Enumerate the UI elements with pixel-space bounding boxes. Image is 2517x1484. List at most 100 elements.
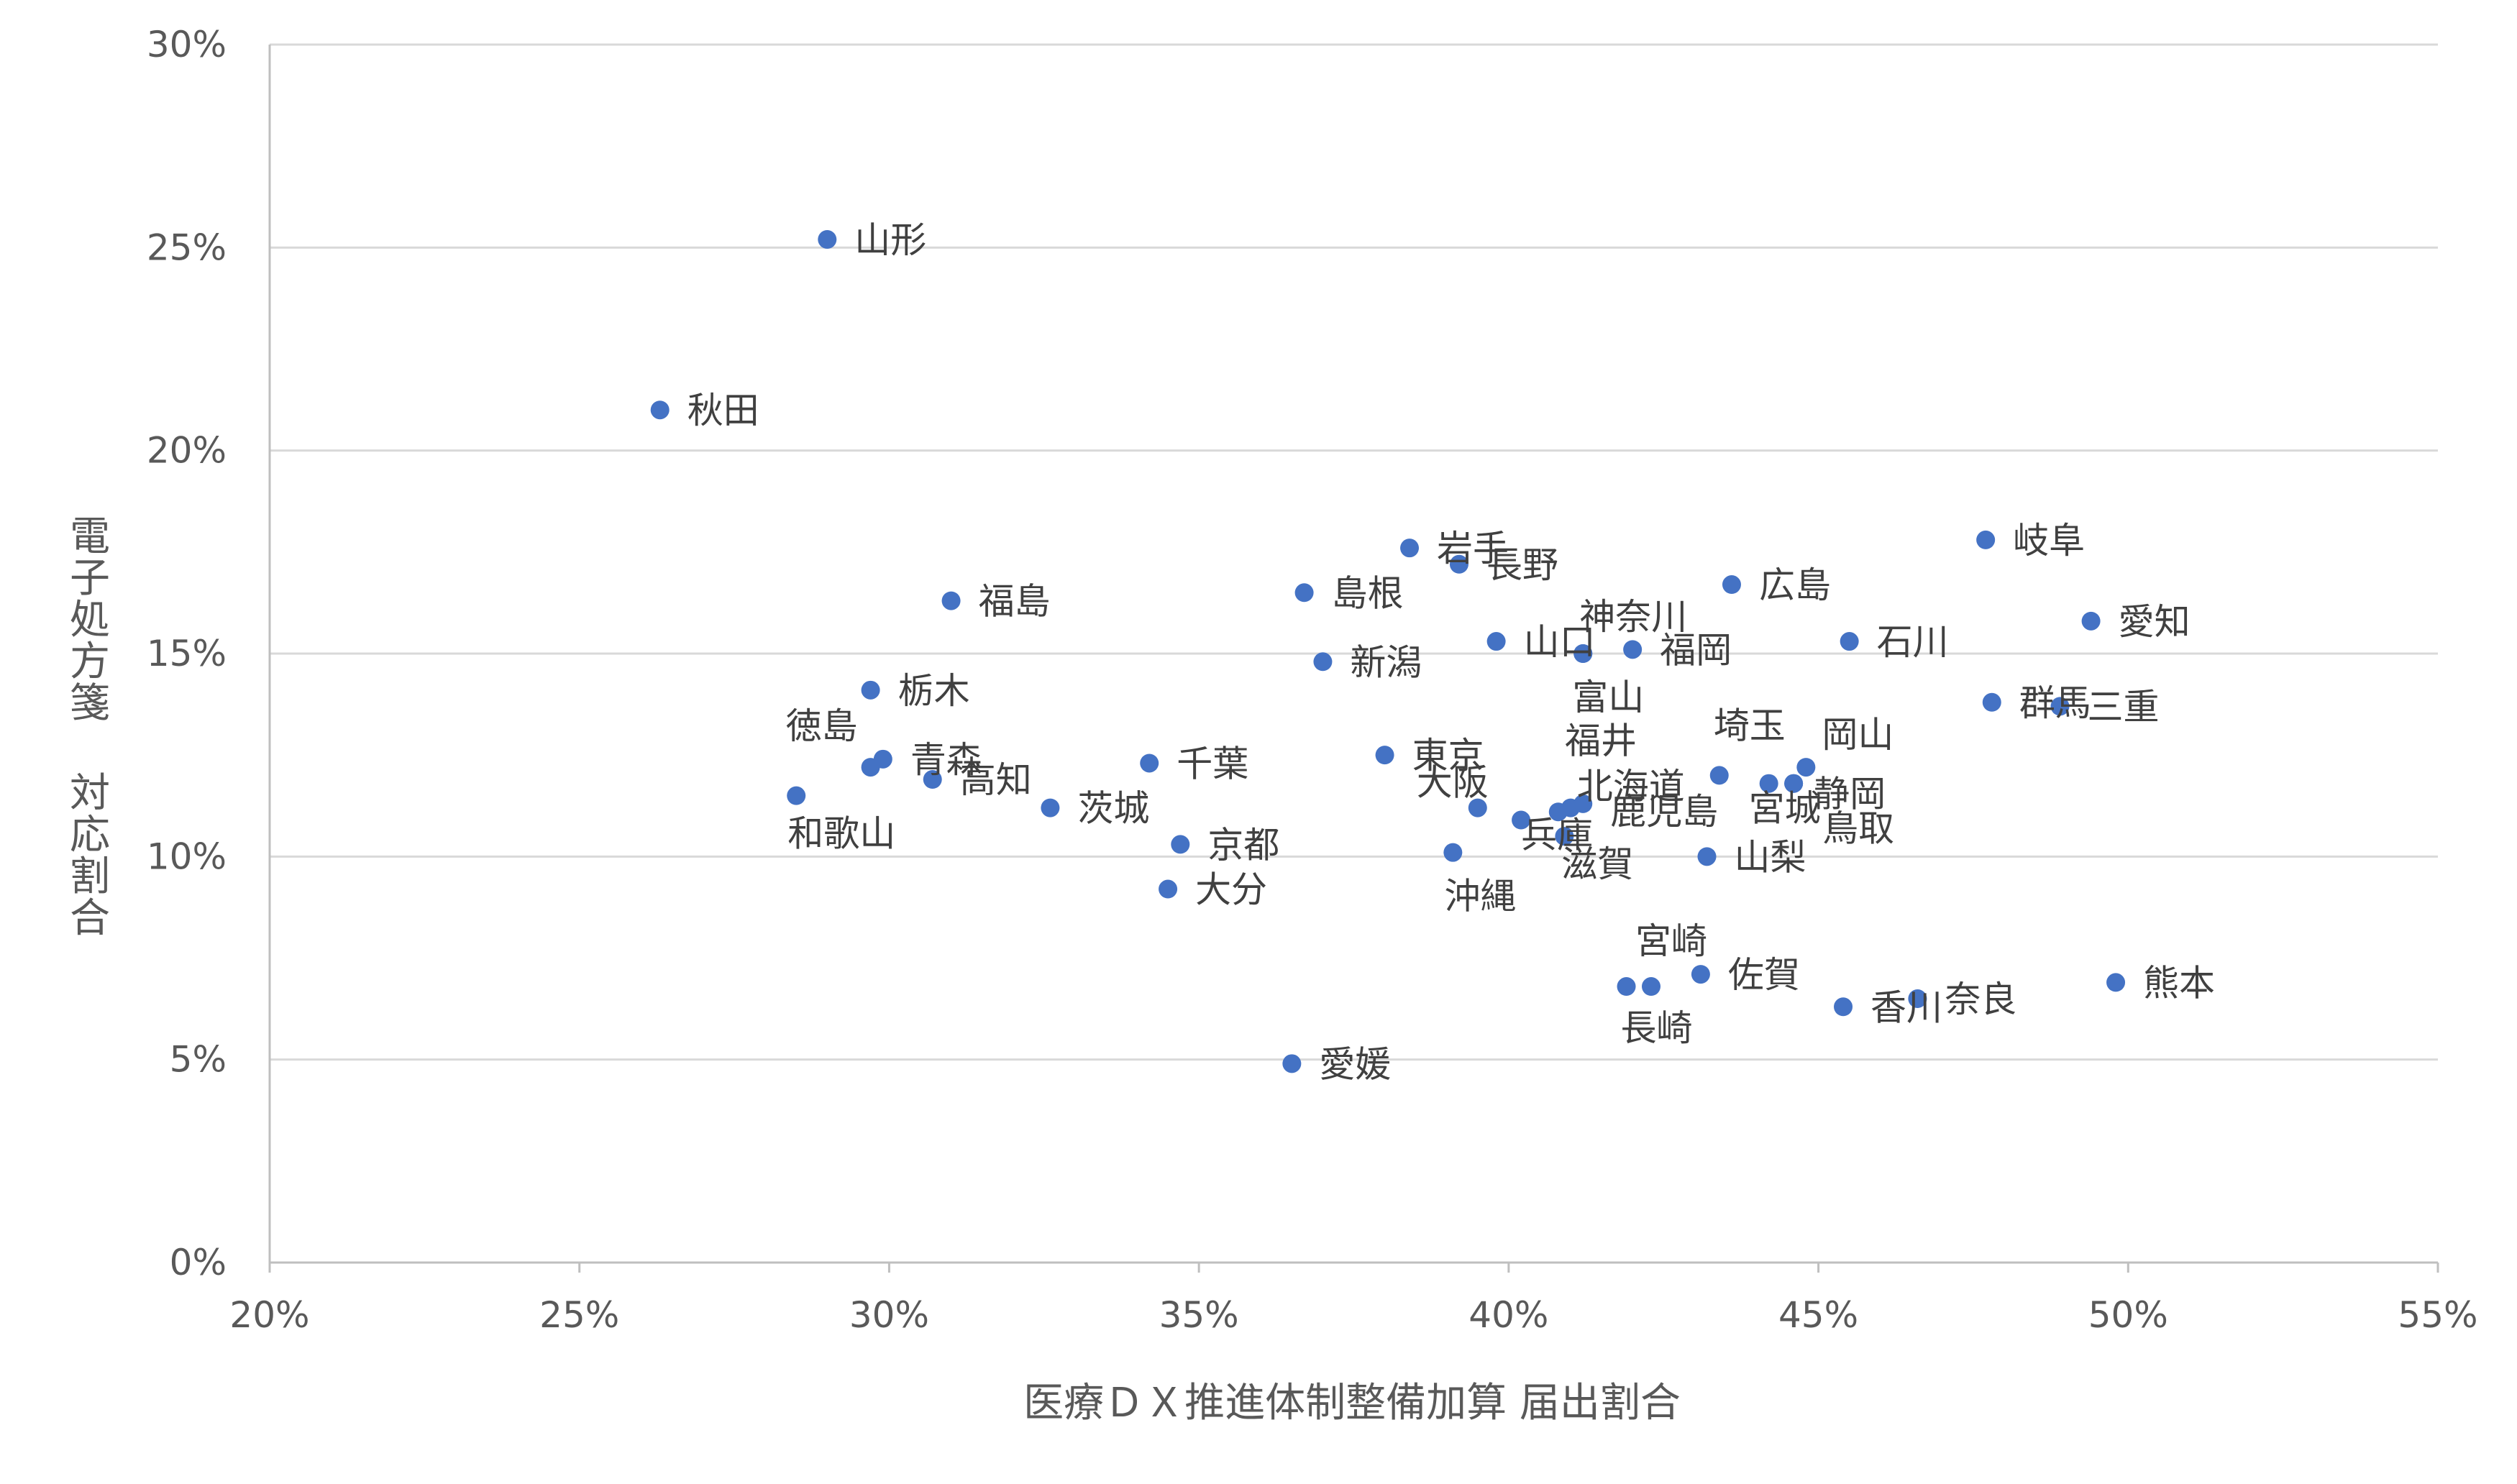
y-tick-labels: 0% 5% 10% 15% 20% 25% 30% (147, 24, 227, 1283)
data-label: 沖縄 (1444, 876, 1516, 917)
data-label: 愛知 (2119, 601, 2191, 643)
data-label: 愛媛 (1319, 1043, 1391, 1085)
data-point (873, 749, 892, 769)
data-label: 富山 (1572, 677, 1644, 718)
data-label: 石川 (1877, 621, 1949, 663)
data-label: 山形 (854, 219, 926, 261)
data-point (1617, 977, 1636, 997)
data-point (1294, 583, 1314, 603)
y-tick-label: 25% (147, 226, 227, 268)
data-point (1697, 847, 1717, 866)
data-point (1468, 798, 1487, 817)
x-tick-label: 35% (1159, 1294, 1239, 1336)
y-tick-label: 0% (170, 1242, 227, 1283)
data-point (1691, 965, 1710, 984)
data-label: 大分 (1195, 869, 1267, 911)
data-label: 宮崎 (1635, 920, 1707, 962)
x-tick-label: 25% (539, 1294, 619, 1336)
data-point (941, 591, 961, 610)
data-label: 茨城 (1077, 788, 1149, 830)
data-label: 奈良 (1945, 979, 2016, 1020)
data-label: 広島 (1759, 564, 1831, 606)
data-label: 北海道 (1577, 766, 1685, 807)
data-point (1759, 774, 1778, 793)
x-tick-label: 50% (2088, 1294, 2168, 1336)
data-point (1555, 827, 1574, 846)
data-label: 佐賀 (1728, 954, 1800, 996)
data-point (1449, 554, 1468, 574)
data-points (650, 230, 2126, 1073)
data-label: 新潟 (1350, 641, 1422, 683)
x-tick-label: 55% (2398, 1294, 2477, 1336)
data-point (861, 680, 880, 700)
data-label: 山口 (1524, 621, 1596, 663)
x-tick-labels: 20% 25% 30% 35% 40% 45% 50% 55% (229, 1294, 2477, 1336)
data-point (1834, 997, 1853, 1017)
data-label: 滋賀 (1561, 843, 1633, 885)
data-point (1512, 810, 1531, 830)
data-label: 福岡 (1660, 629, 1732, 671)
data-label: 埼玉 (1714, 705, 1786, 746)
data-label: 千葉 (1177, 743, 1248, 784)
data-point (1375, 746, 1394, 765)
data-label: 高知 (960, 759, 1032, 801)
data-label: 静岡 (1814, 774, 1886, 815)
x-tick-label: 45% (1778, 1294, 1858, 1336)
data-label: 秋田 (688, 390, 759, 431)
data-point (1641, 977, 1661, 997)
x-tick-label: 30% (849, 1294, 929, 1336)
data-point (787, 786, 806, 805)
data-point (1573, 644, 1593, 663)
data-label: 和歌山 (787, 813, 895, 855)
data-point (2106, 973, 2126, 992)
data-label: 青森 (910, 739, 982, 781)
data-point (1796, 758, 1816, 777)
y-tick-label: 10% (147, 835, 227, 877)
data-label: 長崎 (1621, 1007, 1693, 1049)
y-tick-label: 20% (147, 430, 227, 472)
data-point (923, 770, 942, 789)
data-point (1976, 530, 1996, 549)
data-label: 岐阜 (2013, 520, 2085, 562)
data-label: 香川 (1870, 986, 1942, 1028)
data-label: 岩手 (1437, 528, 1509, 569)
data-point (1908, 989, 1927, 1008)
data-label: 群馬 (2019, 682, 2091, 724)
data-point (1982, 692, 2001, 712)
x-tick-label: 40% (1468, 1294, 1548, 1336)
data-label: 大阪 (1417, 762, 1489, 804)
data-label: 徳島 (786, 705, 858, 747)
data-label: 神奈川 (1579, 596, 1687, 638)
data-point (1041, 798, 1060, 817)
data-point (818, 230, 837, 249)
data-label: 鹿児島 (1610, 791, 1718, 833)
data-label: 島根 (1332, 572, 1404, 614)
data-point (650, 400, 670, 420)
data-label: 熊本 (2143, 962, 2215, 1004)
data-label: 東京 (1412, 735, 1484, 777)
data-point (1140, 754, 1159, 773)
y-tick-label: 5% (170, 1039, 227, 1081)
data-point (1840, 632, 1859, 651)
data-label: 岡山 (1822, 714, 1894, 756)
data-label: 三重 (2088, 686, 2160, 728)
data-point (1722, 575, 1741, 595)
data-point (1709, 766, 1729, 785)
data-point (2081, 611, 2101, 631)
x-tick-label: 20% (229, 1294, 309, 1336)
data-point (1159, 879, 1178, 899)
data-point (1282, 1054, 1302, 1073)
y-axis-title: 電子処方箋 対応割合 (63, 515, 110, 938)
data-point (1623, 640, 1643, 659)
data-point (2050, 697, 2070, 716)
data-label: 京都 (1207, 824, 1279, 866)
data-label: 山梨 (1735, 836, 1806, 878)
data-label: 兵庫 (1521, 815, 1593, 856)
y-axis-title-line-1: 電子処方箋 対応割合 (63, 515, 110, 938)
y-tick-label: 15% (147, 633, 227, 674)
gridlines (270, 43, 2438, 1061)
data-point (1171, 835, 1190, 854)
data-label: 栃木 (898, 670, 970, 712)
data-label: 鳥取 (1822, 808, 1894, 850)
